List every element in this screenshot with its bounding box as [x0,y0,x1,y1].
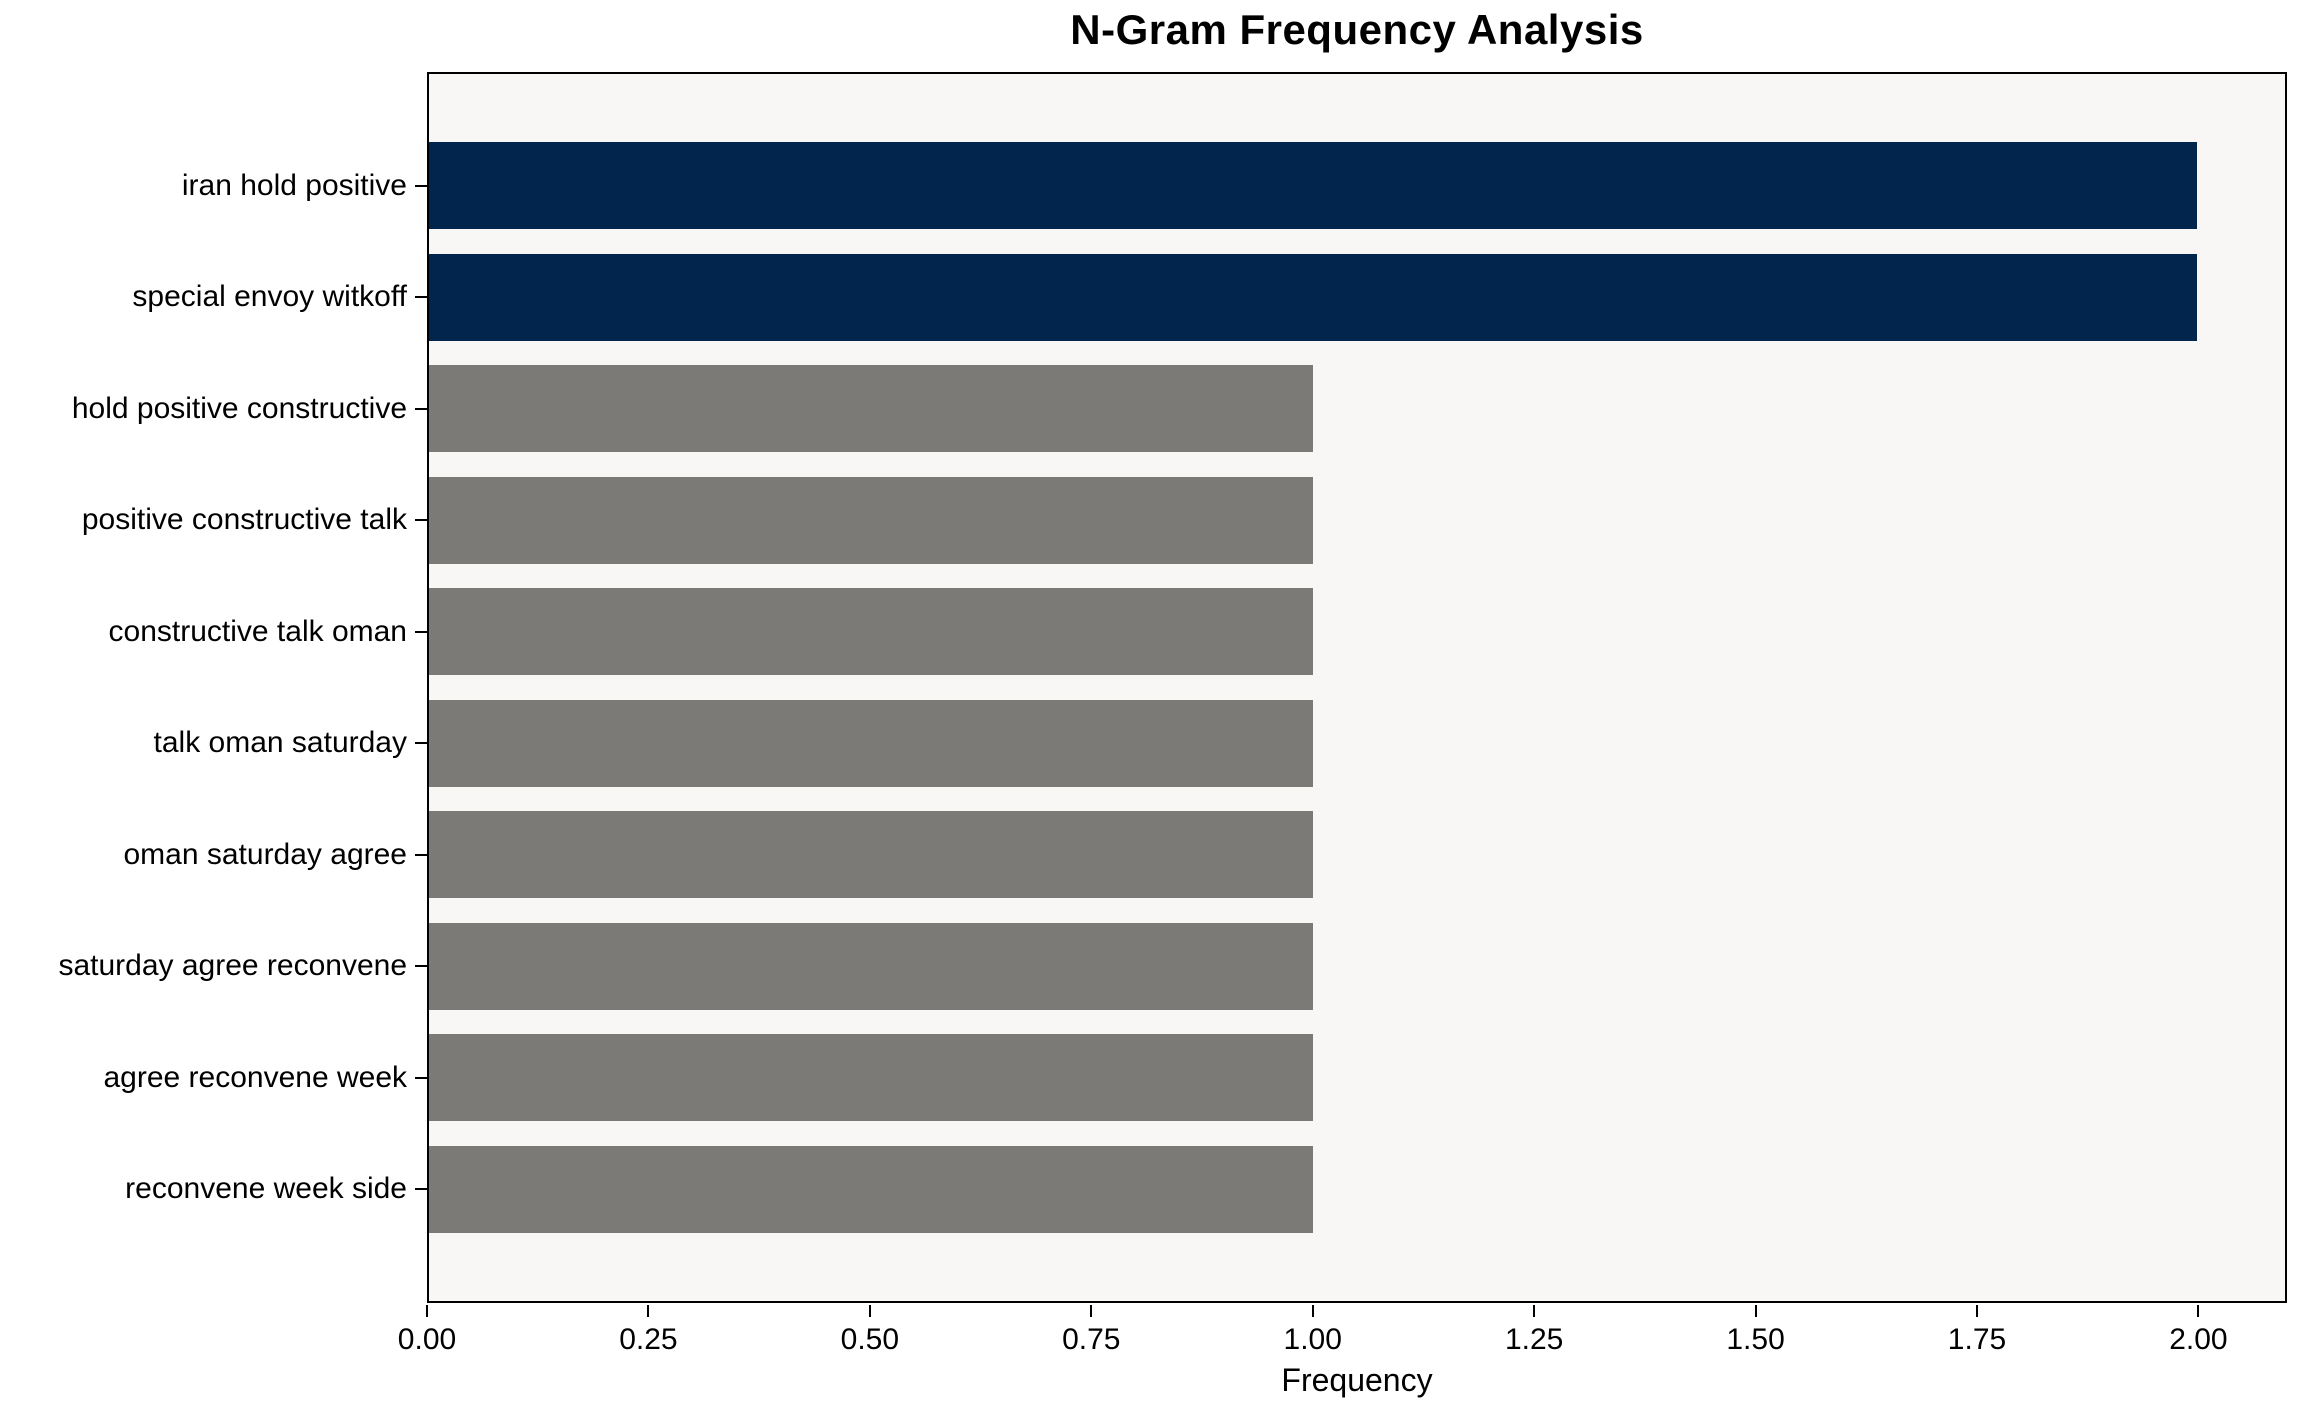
frequency-bar [429,588,1313,676]
y-tick-mark [415,407,427,410]
bar-row: oman saturday agree [123,799,2285,911]
x-tick-label: 0.00 [397,1323,457,1356]
x-tick-label: 1.25 [1504,1323,1564,1356]
x-tick-mark [647,1305,650,1317]
bar-row: iran hold positive [182,130,2285,242]
x-axis: 0.00 0.25 0.50 0.75 1.00 1.25 1.50 1.75 2.00 [398,1305,2287,1415]
bar-row: reconvene week side [125,1134,2285,1246]
y-axis-label: talk oman saturday [153,726,407,760]
x-tick-mark [1976,1305,1978,1317]
y-axis-label: positive constructive talk [81,503,407,537]
y-tick-mark [415,1076,427,1079]
y-tick-mark [415,853,427,856]
y-tick-mark [415,965,427,968]
y-tick-mark [415,296,427,299]
frequency-bar [429,142,2197,230]
frequency-bar [429,365,1313,453]
y-tick-mark [415,1188,427,1191]
chart-title: N-Gram Frequency Analysis [1070,6,1644,53]
bar-row: positive constructive talk [82,465,2285,577]
y-axis-label: constructive talk oman [108,614,407,648]
y-tick-mark [415,184,427,187]
y-axis-label: agree reconvene week [103,1060,407,1094]
frequency-bar [429,922,1313,1010]
y-axis-label: reconvene week side [125,1172,407,1206]
bar-row: hold positive constructive [72,353,2285,465]
y-tick-mark [415,519,427,522]
x-axis-label: Frequency [1281,1362,1433,1398]
frequency-bar [429,476,1313,564]
x-tick-mark [1754,1305,1757,1317]
x-tick-label: 0.50 [840,1323,900,1356]
x-tick-mark [2197,1305,2200,1317]
x-tick-mark [1090,1305,1093,1317]
bar-row: agree reconvene week [103,1022,2285,1134]
x-tick-mark [426,1305,428,1317]
x-tick-label: 2.00 [2169,1323,2228,1356]
x-tick-label: 1.00 [1283,1323,1342,1356]
bar-row: saturday agree reconvene [58,911,2285,1023]
x-tick-label: 0.75 [1062,1323,1121,1356]
x-tick-mark [868,1305,871,1317]
y-axis-label: oman saturday agree [123,837,407,871]
x-tick-mark [1533,1305,1536,1317]
frequency-bar [429,811,1313,899]
x-tick-label: 0.25 [619,1323,678,1356]
y-axis-label: special envoy witkoff [132,280,407,314]
y-tick-mark [415,742,427,745]
plot-area: iran hold positive special envoy witkoff h… [58,72,2287,1303]
x-tick-mark [1311,1305,1314,1317]
y-tick-mark [415,630,427,633]
x-tick-label: 1.50 [1726,1323,1785,1356]
x-tick-label: 1.75 [1947,1323,2007,1356]
bar-rows-container: iran hold positive special envoy witkoff h… [58,74,2285,1301]
frequency-bar [429,253,2197,341]
frequency-bar [429,1034,1313,1122]
bar-row: constructive talk oman [109,576,2285,688]
y-axis-label: saturday agree reconvene [58,949,407,983]
bar-row: talk oman saturday [154,688,2285,800]
y-axis-label: hold positive constructive [71,391,407,425]
frequency-bar [429,699,1313,787]
bar-row: special envoy witkoff [132,242,2285,354]
y-axis-label: iran hold positive [181,168,407,202]
frequency-bar [429,1145,1313,1233]
